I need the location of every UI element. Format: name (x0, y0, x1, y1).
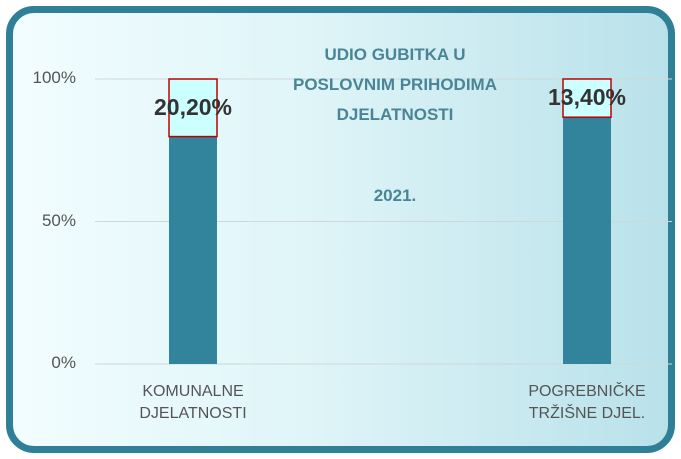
bar-segment (562, 78, 612, 118)
y-tick-label: 0% (51, 353, 76, 372)
bar-segment (563, 117, 611, 364)
y-tick-label: 50% (41, 210, 76, 230)
y-tick-label: 100% (32, 68, 76, 87)
data-label: 13,40% (547, 84, 626, 111)
chart-title: UDIO GUBITKA U POSLOVNIM PRIHODIMA DJELA… (292, 45, 497, 124)
chart-subtitle: 2021. (373, 186, 417, 205)
x-tick-label: KOMUNALNE DJELATNOSTI (139, 383, 247, 422)
data-label: 20,20% (153, 93, 232, 120)
bar-segment (169, 136, 217, 364)
x-tick-label: POGREBNIČKE TRŽIŠNE DJEL. (528, 383, 646, 422)
bar-segment (168, 78, 218, 138)
